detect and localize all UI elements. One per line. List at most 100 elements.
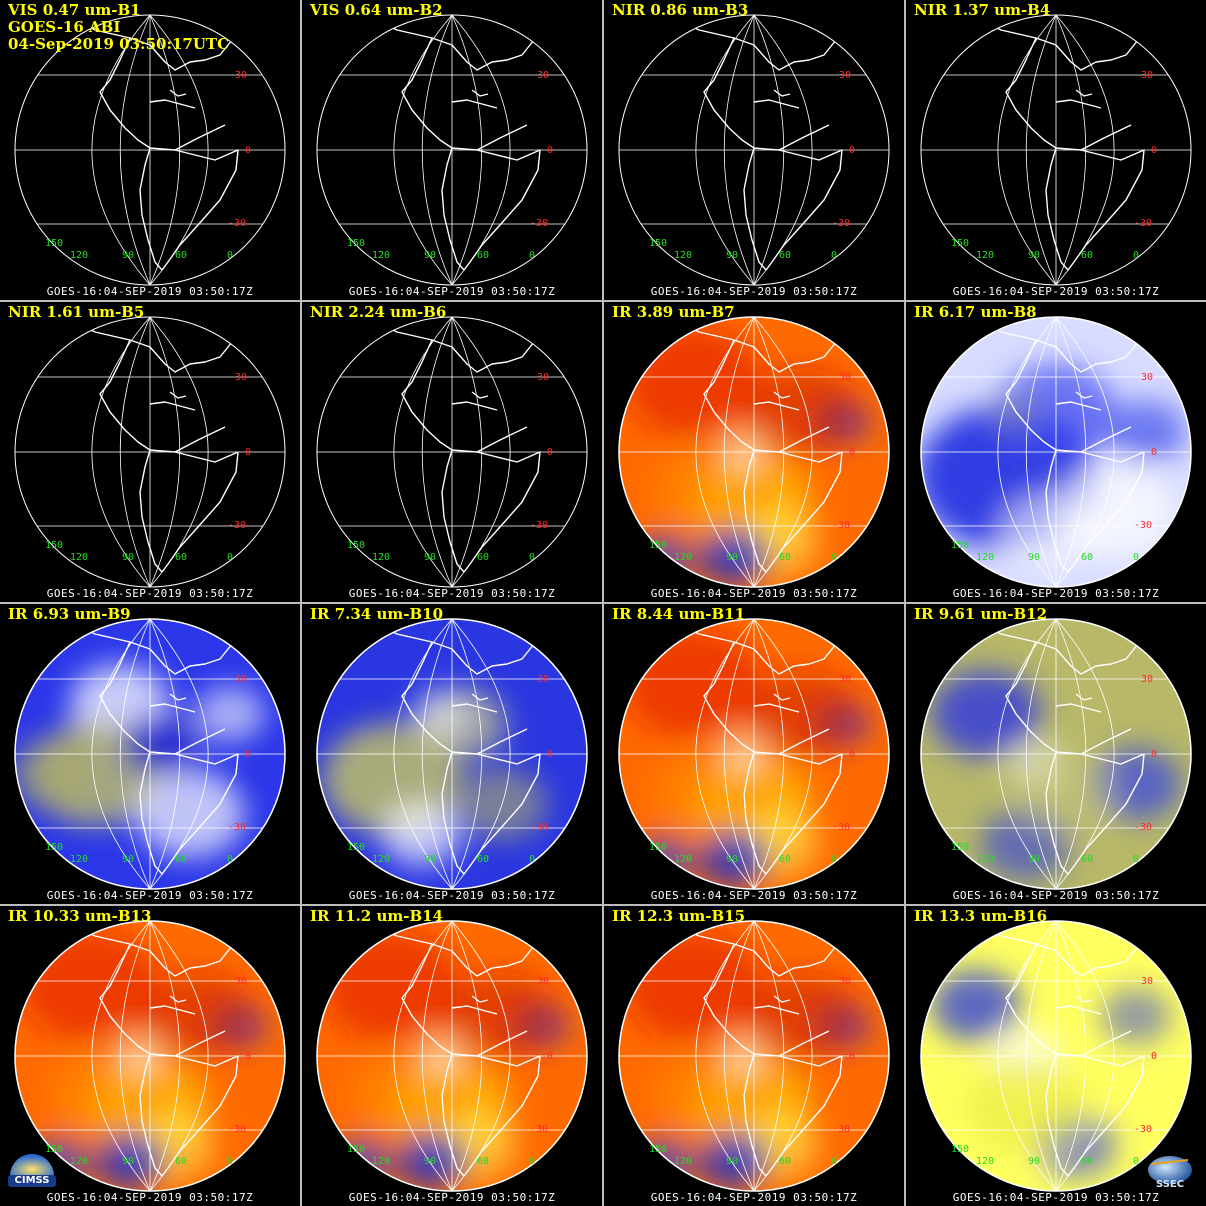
latitude-label: 30	[235, 70, 247, 81]
coastline	[371, 319, 543, 573]
earth-disk-image: 30 0 -30 150 120 90 60 0	[920, 14, 1192, 286]
band-panel: 30 0 -30 150 120 90 60 0 IR 10.33 um-B13 GOES-16:…	[0, 906, 300, 1206]
longitude-label: 0	[1133, 854, 1139, 865]
latitude-label: 30	[1141, 976, 1153, 987]
band-title: VIS 0.64 um-B2	[310, 1, 443, 19]
longitude-label: 60	[1081, 1156, 1093, 1167]
latitude-label: -30	[1134, 218, 1152, 229]
band-panel: 30 0 -30 150 120 90 60 0 IR 9.61 um-B12 GOES-16:0…	[906, 604, 1206, 904]
longitude-label: 90	[122, 552, 134, 563]
longitude-label: 90	[726, 1156, 738, 1167]
longitude-label: 90	[122, 854, 134, 865]
band-title: IR 13.3 um-B16	[914, 907, 1048, 925]
longitude-label: 150	[649, 540, 667, 551]
ssec-logo: SSEC	[1144, 1146, 1196, 1192]
disk-limb	[920, 14, 1192, 286]
longitude-label: 150	[951, 1144, 969, 1155]
earth-disk-image: 30 0 -30 150 120 90 60 0	[14, 316, 286, 588]
earth-disk-image: 30 0 -30 150 120 90 60 0	[920, 618, 1192, 890]
disk-limb	[14, 316, 286, 588]
coastline	[69, 621, 241, 875]
longitude-label: 0	[227, 854, 233, 865]
longitude-label: 60	[175, 552, 187, 563]
longitude-label: 60	[175, 250, 187, 261]
panel-footer-timestamp: GOES-16:04-SEP-2019 03:50:17Z	[650, 1191, 858, 1204]
longitude-label: 90	[424, 854, 436, 865]
band-panel: 30 0 -30 150 120 90 60 0 VIS 0.47 um-B1 GOES-16 A…	[0, 0, 300, 300]
longitude-label: 0	[227, 552, 233, 563]
latitude-label: -30	[1134, 822, 1152, 833]
latitude-label: 30	[235, 976, 247, 987]
latitude-label: 0	[849, 447, 855, 458]
longitude-label: 0	[529, 854, 535, 865]
band-title: IR 12.3 um-B15	[612, 907, 746, 925]
longitude-label: 150	[45, 842, 63, 853]
latitude-label: 30	[839, 70, 851, 81]
earth-disk-image: 30 0 -30 150 120 90 60 0	[14, 14, 286, 286]
longitude-label: 0	[529, 552, 535, 563]
latitude-label: -30	[530, 218, 548, 229]
latitude-label: 0	[1151, 447, 1157, 458]
latitude-label: 0	[547, 1051, 553, 1062]
longitude-label: 120	[674, 552, 692, 563]
datetime-label: 04-Sep-2019 03:50:17UTC	[8, 35, 230, 53]
longitude-label: 90	[1028, 552, 1040, 563]
cimss-logo-text: CIMSS	[14, 1175, 50, 1186]
longitude-label: 120	[976, 552, 994, 563]
latitude-label: -30	[228, 520, 246, 531]
longitude-label: 120	[372, 250, 390, 261]
panel-footer-timestamp: GOES-16:04-SEP-2019 03:50:17Z	[650, 889, 858, 902]
latitude-label: -30	[832, 520, 850, 531]
disk-limb	[14, 920, 286, 1192]
longitude-label: 120	[674, 250, 692, 261]
longitude-label: 0	[831, 854, 837, 865]
longitude-label: 120	[976, 250, 994, 261]
earth-disk-image: 30 0 -30 150 120 90 60 0	[618, 618, 890, 890]
latitude-label: -30	[1134, 520, 1152, 531]
latitude-label: 0	[1151, 1051, 1157, 1062]
latitude-label: 0	[245, 447, 251, 458]
band-title: IR 10.33 um-B13	[8, 907, 152, 925]
earth-disk-image: 30 0 -30 150 120 90 60 0	[316, 14, 588, 286]
band-title: IR 11.2 um-B14	[310, 907, 444, 925]
disk-limb	[920, 316, 1192, 588]
longitude-label: 120	[976, 1156, 994, 1167]
longitude-label: 90	[424, 552, 436, 563]
band-panel: 30 0 -30 150 120 90 60 0 IR 11.2 um-B14 GOES-16:0…	[302, 906, 602, 1206]
latitude-label: 30	[537, 976, 549, 987]
longitude-label: 60	[779, 250, 791, 261]
band-title: NIR 0.86 um-B3	[612, 1, 749, 19]
panel-footer-timestamp: GOES-16:04-SEP-2019 03:50:17Z	[348, 1191, 556, 1204]
panel-footer-timestamp: GOES-16:04-SEP-2019 03:50:17Z	[952, 889, 1160, 902]
longitude-label: 150	[951, 238, 969, 249]
latitude-label: 30	[235, 372, 247, 383]
coastline	[371, 621, 543, 875]
longitude-label: 120	[674, 1156, 692, 1167]
longitude-label: 60	[779, 1156, 791, 1167]
band-panel: 30 0 -30 150 120 90 60 0 NIR 1.37 um-B4 GOES-16:0…	[906, 0, 1206, 300]
longitude-label: 0	[227, 250, 233, 261]
longitude-label: 0	[1133, 552, 1139, 563]
panel-footer-timestamp: GOES-16:04-SEP-2019 03:50:17Z	[952, 285, 1160, 298]
longitude-label: 90	[122, 1156, 134, 1167]
coastline	[673, 17, 845, 271]
latitude-label: 0	[1151, 145, 1157, 156]
band-title: VIS 0.47 um-B1	[8, 1, 141, 19]
longitude-label: 150	[649, 1144, 667, 1155]
longitude-label: 90	[726, 854, 738, 865]
coastline	[975, 621, 1147, 875]
ssec-logo-text: SSEC	[1155, 1179, 1185, 1190]
earth-disk-image: 30 0 -30 150 120 90 60 0	[618, 920, 890, 1192]
panel-footer-timestamp: GOES-16:04-SEP-2019 03:50:17Z	[46, 889, 254, 902]
longitude-label: 60	[779, 854, 791, 865]
longitude-label: 120	[372, 552, 390, 563]
longitude-label: 90	[1028, 250, 1040, 261]
disk-limb	[618, 618, 890, 890]
band-panel: 30 0 -30 150 120 90 60 0 IR 12.3 um-B15 GOES-16:0…	[604, 906, 904, 1206]
longitude-label: 60	[1081, 854, 1093, 865]
longitude-label: 90	[122, 250, 134, 261]
earth-disk-image: 30 0 -30 150 120 90 60 0	[316, 316, 588, 588]
latitude-label: -30	[228, 218, 246, 229]
band-panel: 30 0 -30 150 120 90 60 0 NIR 1.61 um-B5 GOES-16:0…	[0, 302, 300, 602]
